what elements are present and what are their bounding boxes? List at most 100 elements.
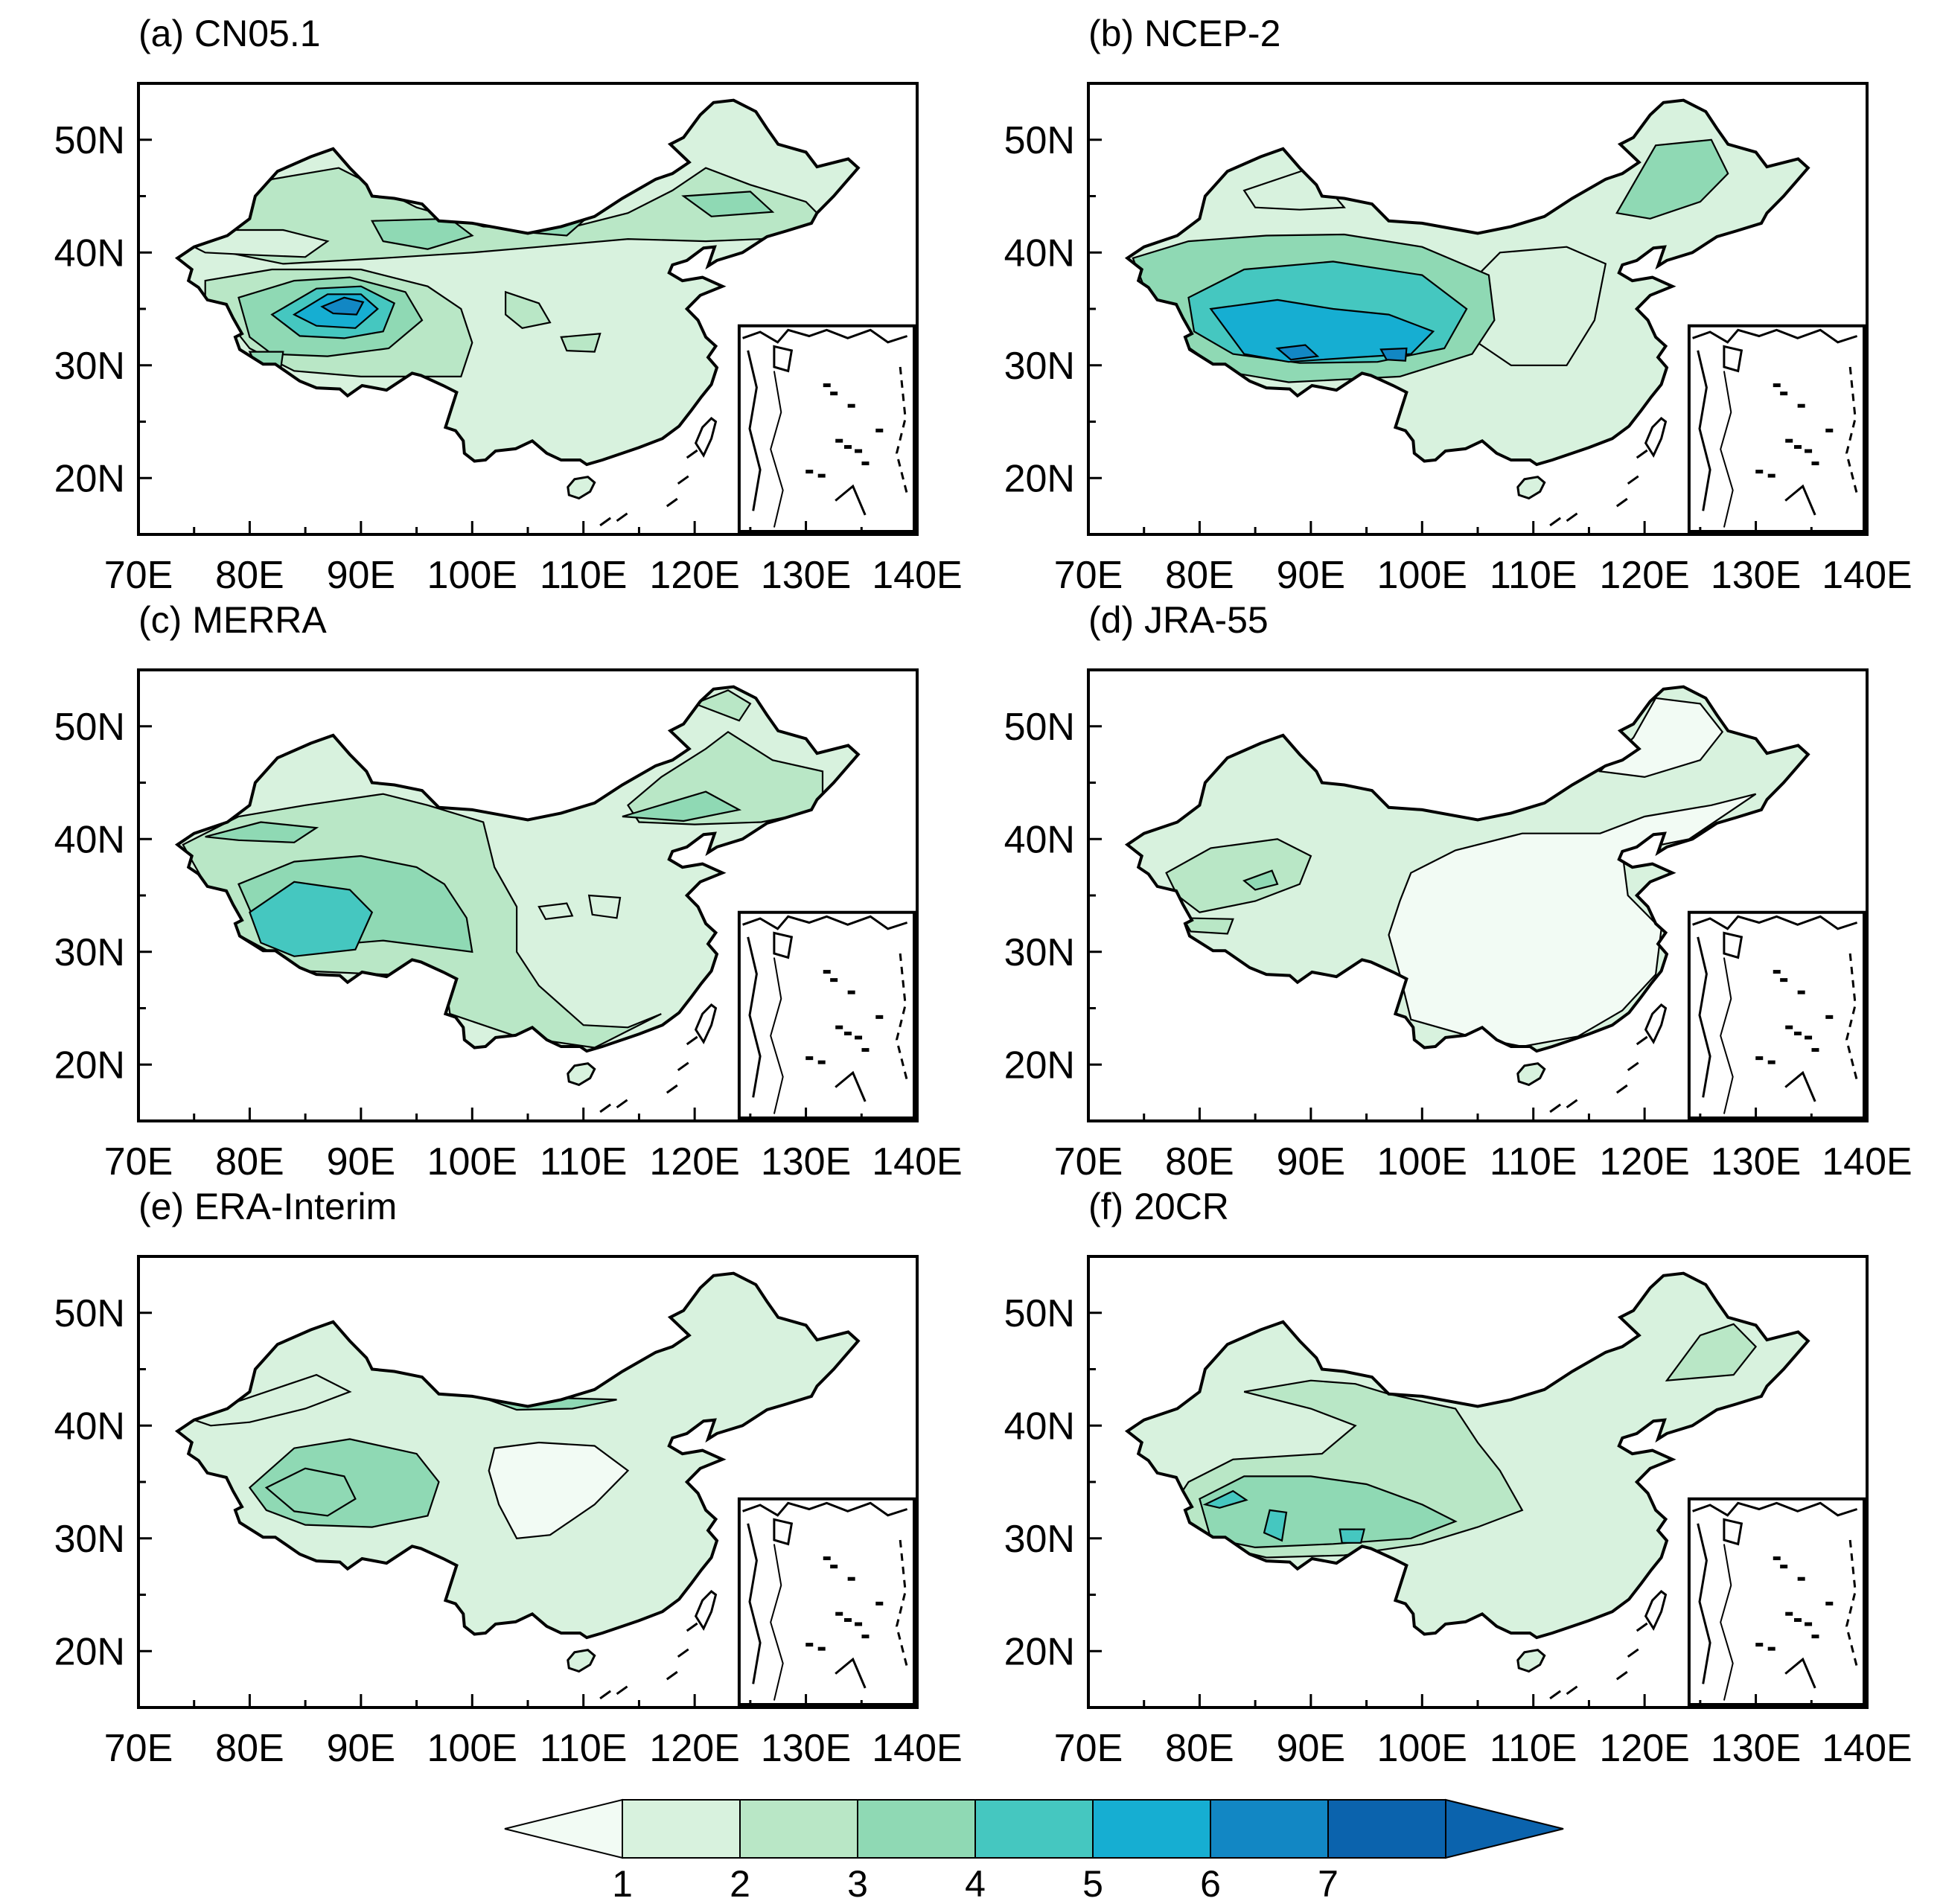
lon-tick-label: 140E	[1822, 1140, 1912, 1183]
china-border	[174, 685, 861, 1053]
lon-tick-label: 120E	[1599, 1727, 1689, 1770]
colorbar-label: 1	[612, 1863, 633, 1904]
lon-tick-label: 90E	[327, 1727, 396, 1770]
contour-region	[1199, 1475, 1458, 1549]
taiwan-island	[694, 1003, 718, 1045]
colorbar-label: 6	[1200, 1863, 1221, 1904]
lat-tick-label: 20N	[54, 1044, 125, 1087]
south-china-sea-inset	[737, 324, 916, 533]
hainan-island	[567, 476, 596, 500]
contour-region	[488, 1441, 630, 1539]
lon-tick-label: 120E	[649, 554, 739, 597]
colorbar-high-arrow	[1445, 1798, 1564, 1859]
lon-tick-label: 110E	[1490, 554, 1577, 597]
contour-region	[1165, 838, 1312, 913]
colorbar-label: 5	[1082, 1863, 1103, 1904]
lon-tick-label: 80E	[1165, 554, 1234, 597]
lat-tick-label: 30N	[1004, 345, 1075, 388]
lon-tick-label: 70E	[1054, 1140, 1123, 1183]
lon-tick-label: 90E	[1277, 1727, 1346, 1770]
china-border	[1124, 1271, 1810, 1640]
lat-tick-label: 40N	[54, 231, 125, 275]
lat-tick-label: 20N	[54, 1630, 125, 1673]
panel-d: (d) JRA-55 50N 40N 30N 20N 70E 80E 90E 100E 110E 1…	[1004, 599, 1912, 1183]
hainan-island	[1516, 476, 1546, 500]
lon-tick-label: 100E	[1377, 1727, 1467, 1770]
contour-region	[692, 689, 752, 722]
lat-tick-label: 50N	[54, 706, 125, 749]
lon-tick-label: 90E	[1277, 554, 1346, 597]
colorbar: 1 2 3 4 5 6 7	[504, 1798, 1564, 1904]
lat-tick-label: 30N	[54, 345, 125, 388]
contour-region	[1275, 344, 1320, 361]
south-china-sea-inset	[737, 910, 916, 1119]
lon-tick-label: 70E	[104, 554, 173, 597]
contour-region	[1465, 246, 1607, 366]
colorbar-box	[1092, 1799, 1211, 1859]
south-china-sea-inset	[1687, 324, 1866, 533]
china-border	[1124, 98, 1810, 467]
panel-a: (a) CN05.1 50N 40N 30N 20N 70E 80E 90E 100E 110E 1…	[54, 13, 963, 597]
lon-tick-label: 100E	[1377, 554, 1467, 597]
lon-tick-label: 80E	[215, 1727, 284, 1770]
panel-title: (d) JRA-55	[1088, 599, 1269, 641]
lon-tick-label: 110E	[1490, 1140, 1577, 1183]
contour-region	[1181, 917, 1234, 935]
lon-tick-label: 130E	[761, 554, 851, 597]
lon-tick-label: 70E	[104, 1140, 173, 1183]
hainan-island	[1516, 1062, 1546, 1087]
contour-region	[1615, 138, 1729, 220]
contour-region	[1379, 347, 1408, 362]
lon-tick-label: 130E	[761, 1727, 851, 1770]
colorbar-box	[857, 1799, 976, 1859]
panel-title: (b) NCEP-2	[1088, 13, 1280, 54]
lon-tick-label: 130E	[1711, 1140, 1801, 1183]
panel-title: (e) ERA-Interim	[138, 1186, 397, 1227]
hainan-island	[567, 1649, 596, 1673]
lon-tick-label: 140E	[872, 1140, 962, 1183]
lat-tick-label: 50N	[54, 1292, 125, 1335]
lon-tick-label: 90E	[1277, 1140, 1346, 1183]
colorbar-box	[622, 1799, 741, 1859]
contour-region	[560, 333, 602, 353]
lon-tick-label: 70E	[1054, 554, 1123, 597]
hainan-island	[567, 1062, 596, 1087]
colorbar-box	[739, 1799, 858, 1859]
contour-region	[1598, 697, 1724, 779]
lat-tick-label: 20N	[54, 457, 125, 500]
contour-region	[1242, 869, 1279, 891]
lat-tick-label: 20N	[1004, 457, 1075, 500]
lon-tick-label: 140E	[1822, 1727, 1912, 1770]
south-china-sea-inset	[737, 1497, 916, 1706]
contour-region	[622, 790, 742, 822]
lat-tick-label: 50N	[1004, 706, 1075, 749]
lon-tick-label: 130E	[761, 1140, 851, 1183]
contour-region	[249, 881, 374, 957]
contour-region	[681, 191, 775, 217]
contour-region	[191, 1373, 352, 1427]
contour-region	[205, 821, 319, 843]
lat-tick-label: 40N	[54, 1405, 125, 1448]
lon-tick-label: 80E	[215, 1140, 284, 1183]
lon-tick-label: 130E	[1711, 1727, 1801, 1770]
south-china-sea-inset	[1687, 910, 1866, 1119]
panel-e: (e) ERA-Interim 50N 40N 30N 20N 70E 80E 90E 100E…	[54, 1186, 963, 1770]
lat-tick-label: 30N	[1004, 1518, 1075, 1561]
lon-tick-label: 100E	[1377, 1140, 1467, 1183]
lon-tick-label: 80E	[1165, 1727, 1234, 1770]
colorbar-label: 7	[1318, 1863, 1339, 1904]
china-border	[1124, 685, 1810, 1053]
lon-tick-label: 110E	[1490, 1727, 1577, 1770]
south-china-sea-inset	[1687, 1497, 1866, 1706]
taiwan-island	[694, 1590, 718, 1632]
lon-tick-label: 120E	[1599, 1140, 1689, 1183]
lon-tick-label: 90E	[327, 1140, 396, 1183]
taiwan-island	[694, 417, 718, 459]
lat-tick-label: 40N	[1004, 231, 1075, 275]
contour-region	[1665, 1323, 1758, 1382]
lat-tick-label: 50N	[1004, 119, 1075, 162]
lon-tick-label: 100E	[427, 554, 517, 597]
hainan-island	[1516, 1649, 1546, 1673]
lon-tick-label: 120E	[649, 1727, 739, 1770]
